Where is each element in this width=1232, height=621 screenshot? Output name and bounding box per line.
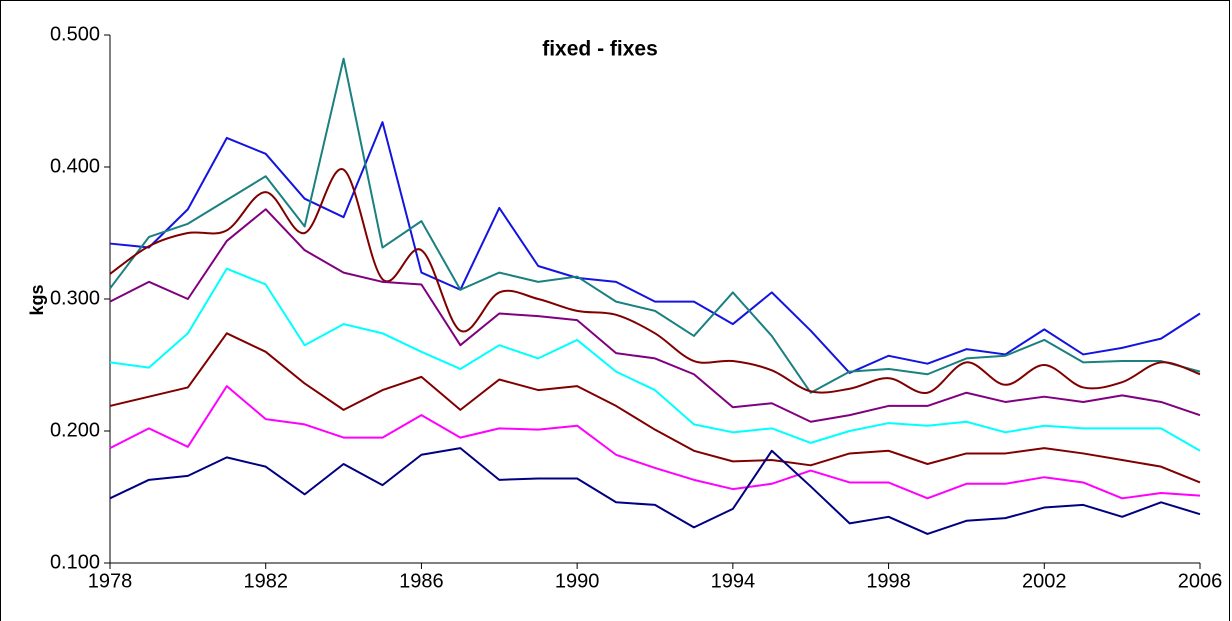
y-tick-label: 0.300 — [50, 287, 100, 309]
series-line — [109, 168, 1201, 394]
y-axis-label: kgs — [27, 284, 47, 315]
series-line — [109, 208, 1201, 423]
series-line — [109, 121, 1201, 374]
series-line — [109, 267, 1201, 452]
series-line — [109, 385, 1201, 500]
x-tick-label: 1986 — [399, 570, 444, 592]
x-tick-label: 2002 — [1022, 570, 1067, 592]
y-tick-label: 0.200 — [50, 419, 100, 441]
x-tick-label: 1990 — [555, 570, 600, 592]
y-tick-label: 0.100 — [50, 551, 100, 573]
series-line — [109, 57, 1201, 394]
series-line — [109, 447, 1201, 535]
x-tick-label: 2006 — [1178, 570, 1223, 592]
x-tick-label: 1998 — [866, 570, 911, 592]
x-tick-label: 1982 — [243, 570, 288, 592]
x-tick-label: 1978 — [88, 570, 133, 592]
y-tick-label: 0.500 — [50, 23, 100, 45]
chart-title: fixed - fixes — [542, 38, 658, 61]
x-tick-label: 1994 — [711, 570, 756, 592]
series-line — [109, 332, 1201, 484]
y-tick-label: 0.400 — [50, 155, 100, 177]
